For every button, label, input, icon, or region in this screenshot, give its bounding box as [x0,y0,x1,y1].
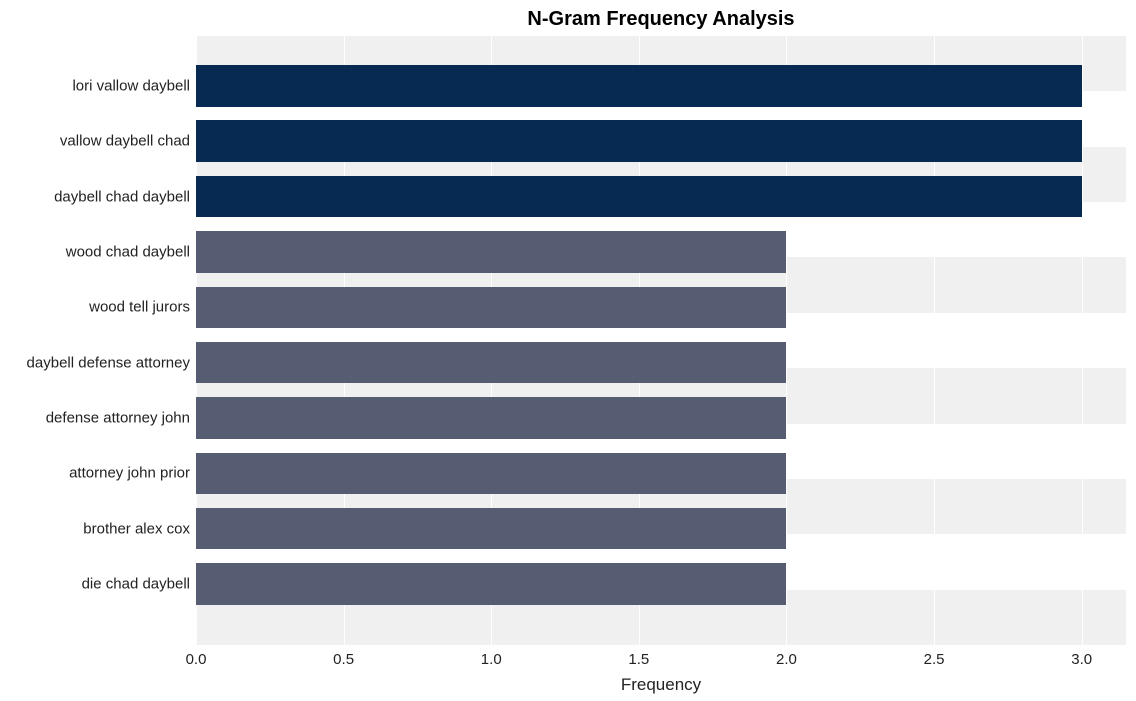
x-tick-label: 2.5 [924,645,945,668]
frequency-bar [196,176,1082,218]
ngram-frequency-chart: N-Gram Frequency Analysis 0.00.51.01.52.… [0,0,1136,701]
x-tick-label: 3.0 [1071,645,1092,668]
y-tick-label: brother alex cox [83,520,196,537]
y-tick-label: attorney john prior [69,465,196,482]
y-tick-label: wood chad daybell [66,243,196,260]
x-tick-label: 1.5 [628,645,649,668]
y-tick-label: vallow daybell chad [60,133,196,150]
frequency-bar [196,231,786,273]
y-tick-label: daybell defense attorney [27,354,196,371]
x-tick-label: 0.0 [186,645,207,668]
frequency-bar [196,453,786,495]
frequency-bar [196,287,786,329]
frequency-bar [196,65,1082,107]
y-tick-label: lori vallow daybell [72,77,196,94]
gridline [1082,36,1083,645]
y-tick-label: die chad daybell [82,576,196,593]
frequency-bar [196,563,786,605]
chart-title: N-Gram Frequency Analysis [196,8,1126,31]
frequency-bar [196,508,786,550]
x-tick-label: 1.0 [481,645,502,668]
x-axis-label: Frequency [196,675,1126,695]
plot-area: 0.00.51.01.52.02.53.0lori vallow daybell… [196,36,1126,645]
x-tick-label: 2.0 [776,645,797,668]
frequency-bar [196,120,1082,162]
frequency-bar [196,397,786,439]
y-tick-label: daybell chad daybell [54,188,196,205]
frequency-bar [196,342,786,384]
y-tick-label: wood tell jurors [89,299,196,316]
x-tick-label: 0.5 [333,645,354,668]
y-tick-label: defense attorney john [46,410,196,427]
